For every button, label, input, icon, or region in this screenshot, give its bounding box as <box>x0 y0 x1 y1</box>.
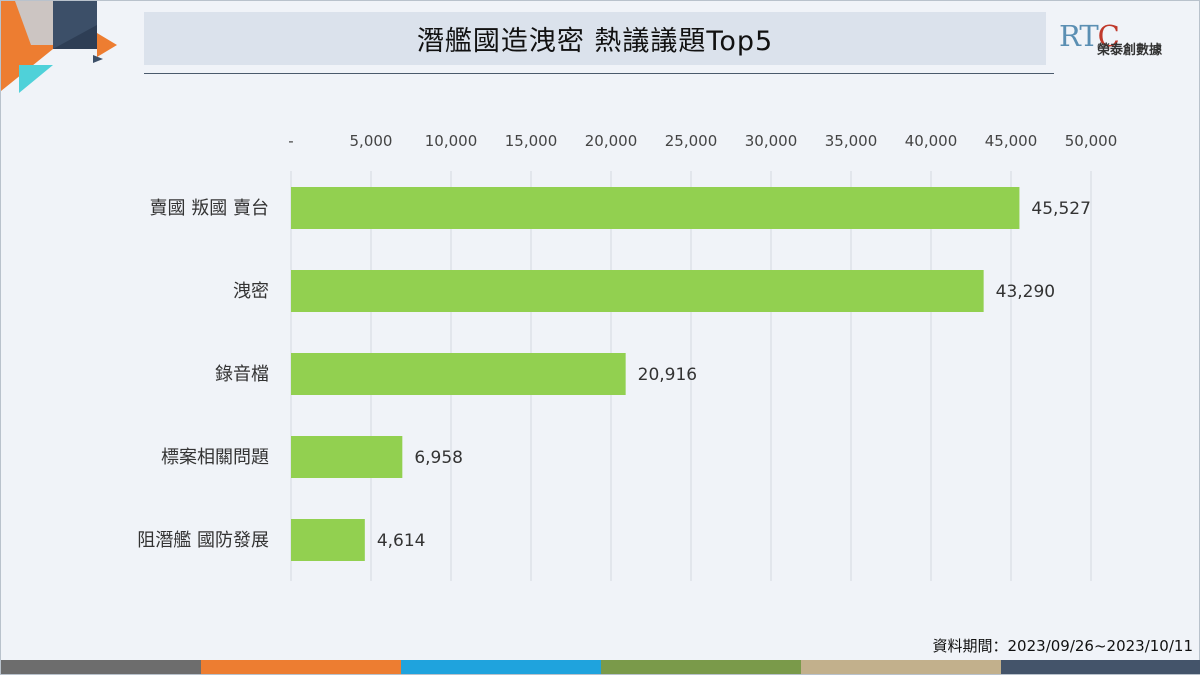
value-label: 45,527 <box>1031 199 1090 219</box>
title-underline <box>144 73 1054 74</box>
category-label: 阻潛艦 國防發展 <box>137 530 269 551</box>
x-tick-label: 15,000 <box>505 132 558 150</box>
bar <box>291 436 403 478</box>
navy-triangle-shape <box>53 25 97 49</box>
small-navy-arrow-shape <box>93 55 103 63</box>
bottom-bar-segment <box>1001 660 1200 674</box>
logo-letter-r: R <box>1059 19 1080 53</box>
x-tick-label: 50,000 <box>1065 132 1118 150</box>
bottom-bar-segment <box>1 660 201 674</box>
bottom-color-bar <box>1 660 1200 674</box>
small-orange-arrow-shape <box>97 33 117 57</box>
category-label: 標案相關問題 <box>161 447 269 468</box>
x-tick-label: 35,000 <box>825 132 878 150</box>
grey-triangle-shape <box>15 1 53 45</box>
category-label: 賣國 叛國 賣台 <box>150 198 269 219</box>
value-label: 43,290 <box>996 282 1055 302</box>
x-tick-label: 20,000 <box>585 132 638 150</box>
data-period-note: 資料期間：2023/09/26~2023/10/11 <box>932 637 1193 655</box>
bottom-bar-segment <box>601 660 801 674</box>
logo-mark: RTC <box>1059 19 1120 53</box>
cyan-triangle-shape <box>19 65 53 93</box>
value-labels: 45,527 43,290 20,916 6,958 4,614 <box>377 199 1091 551</box>
x-tick-label: 25,000 <box>665 132 718 150</box>
company-logo: RTC 榮泰創數據 <box>1059 19 1189 65</box>
page-title: 潛艦國造洩密 熱議議題Top5 <box>416 26 774 57</box>
category-label: 錄音檔 <box>215 364 269 385</box>
corner-decoration <box>1 1 117 93</box>
x-tick-label: 45,000 <box>985 132 1038 150</box>
logo-letter-t: T <box>1079 19 1098 53</box>
category-label: 洩密 <box>233 281 269 302</box>
x-tick-label: - <box>288 132 293 150</box>
bottom-bar-segment <box>201 660 401 674</box>
bar-chart: - 5,000 10,000 15,000 20,000 25,000 30,000 35,0… <box>137 132 1117 581</box>
bar <box>291 187 1020 229</box>
bar <box>291 353 626 395</box>
x-tick-label: 40,000 <box>905 132 958 150</box>
logo-letter-c: C <box>1097 19 1120 53</box>
x-tick-label: 30,000 <box>745 132 798 150</box>
bottom-bar-segment <box>801 660 1001 674</box>
value-label: 4,614 <box>377 531 426 551</box>
value-label: 6,958 <box>414 448 463 468</box>
bar <box>291 519 365 561</box>
title-banner: 潛艦國造洩密 熱議議題Top5 <box>144 12 1046 65</box>
bottom-bar-segment <box>401 660 601 674</box>
x-tick-label: 5,000 <box>350 132 393 150</box>
x-tick-label: 10,000 <box>425 132 478 150</box>
bar <box>291 270 984 312</box>
bars <box>291 187 1020 561</box>
logo-company-name: 榮泰創數據 <box>1097 43 1163 58</box>
value-label: 20,916 <box>638 365 697 385</box>
x-axis-ticks: - 5,000 10,000 15,000 20,000 25,000 30,000 35,0… <box>288 132 1117 150</box>
